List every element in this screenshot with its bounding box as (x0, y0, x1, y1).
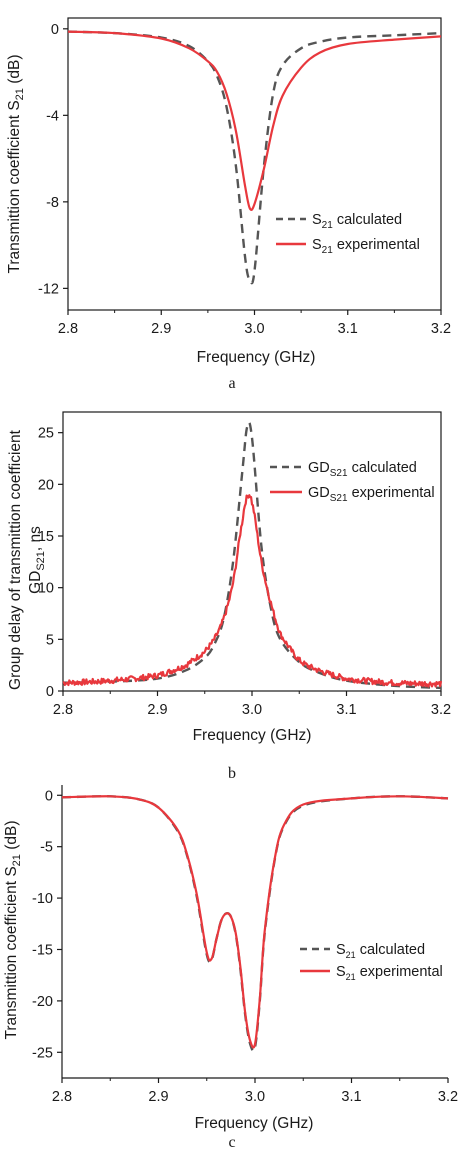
legend-label-c-experimental: S21 experimental (336, 964, 443, 982)
y-tick-label: 0 (45, 788, 53, 804)
x-tick-label: 3.1 (336, 702, 356, 718)
y-tick-label: -5 (40, 840, 53, 856)
x-tick-label: 3.0 (245, 1089, 265, 1105)
panel-caption-a: a (228, 375, 235, 392)
series-line-experimental (62, 494, 443, 688)
x-tick-label: 2.9 (148, 1089, 168, 1105)
y-tick-label: 0 (51, 22, 59, 38)
series-line-experimental (61, 795, 449, 1049)
x-tick-label: 2.8 (58, 321, 78, 337)
y-tick-label: -4 (46, 108, 59, 124)
y-tick-label: 15 (38, 529, 54, 545)
ticks-b: 2.8 2.9 3.0 3.1 3.2 0 5 10 15 20 25 (38, 426, 451, 718)
y-axis-label-a: Transmittion coefficient S21 (dB) (6, 54, 26, 273)
y-tick-label: -10 (32, 891, 53, 907)
panel-caption-c: c (228, 1134, 235, 1149)
x-tick-label: 2.9 (151, 321, 171, 337)
series-group-a (67, 30, 442, 285)
y-tick-label: -12 (38, 281, 59, 297)
x-tick-label: 3.1 (338, 321, 358, 337)
y-tick-label: 20 (38, 477, 54, 493)
x-tick-label: 2.8 (52, 1089, 72, 1105)
legend-label-experimental: S21 experimental (312, 237, 420, 256)
x-axis-label-a: Frequency (GHz) (197, 349, 316, 366)
legend-label-calculated: S21 calculated (312, 212, 402, 231)
y-tick-label: -8 (46, 195, 59, 211)
y-tick-label: 25 (38, 426, 54, 442)
x-tick-label: 3.0 (244, 321, 264, 337)
ticks-c: 2.8 2.9 3.0 3.1 3.2 0 -5 -10 -15 -20 -25 (32, 788, 458, 1105)
panel-b: 2.8 2.9 3.0 3.1 3.2 0 5 10 15 20 25 GDS21 calculat… (7, 411, 451, 782)
legend-a: S21 calculated S21 experimental (276, 212, 420, 256)
x-axis-label-b: Frequency (GHz) (193, 727, 312, 744)
panel-c: 2.8 2.9 3.0 3.1 3.2 0 -5 -10 -15 -20 -25 S21 calcu… (3, 785, 458, 1149)
x-tick-label: 3.2 (438, 1089, 458, 1105)
x-axis-label-c: Frequency (GHz) (195, 1115, 314, 1132)
legend-label-gd-experimental: GDS21 experimental (308, 485, 435, 504)
x-tick-label: 3.2 (431, 321, 451, 337)
panel-caption-b: b (228, 765, 236, 782)
x-tick-label: 3.2 (431, 702, 451, 718)
y-axis-label-b-line2: GDS21, ns (27, 526, 47, 594)
y-tick-label: 0 (46, 684, 54, 700)
series-line-calculated (62, 421, 442, 690)
x-tick-label: 2.8 (53, 702, 73, 718)
x-tick-label: 3.1 (341, 1089, 361, 1105)
legend-c: S21 calculated S21 experimental (300, 942, 443, 982)
series-group-c (61, 795, 449, 1052)
series-line-experimental (67, 30, 442, 212)
ticks-a: 2.8 2.9 3.0 3.1 3.2 0 -4 -8 -12 (38, 22, 451, 337)
x-tick-label: 3.0 (242, 702, 262, 718)
series-line-calculated (67, 30, 442, 285)
series-group-b (62, 421, 443, 690)
y-tick-label: -20 (32, 994, 53, 1010)
panel-a: 2.8 2.9 3.0 3.1 3.2 0 -4 -8 -12 S21 calculated S… (6, 17, 451, 392)
y-tick-label: 5 (46, 632, 54, 648)
y-tick-label: -15 (32, 942, 53, 958)
y-tick-label: -25 (32, 1045, 53, 1061)
series-line-calculated (61, 795, 449, 1052)
x-tick-label: 2.9 (147, 702, 167, 718)
legend-label-c-calculated: S21 calculated (336, 942, 425, 960)
y-axis-label-b-line1: Group delay of transmittion coefficient (7, 429, 24, 690)
legend-label-gd-calculated: GDS21 calculated (308, 460, 417, 479)
plot-frame-b (62, 411, 442, 692)
legend-b: GDS21 calculated GDS21 experimental (270, 460, 435, 504)
y-axis-label-c: Transmittion coefficient S21 (dB) (3, 820, 23, 1039)
y-tick-label: 10 (38, 581, 54, 597)
